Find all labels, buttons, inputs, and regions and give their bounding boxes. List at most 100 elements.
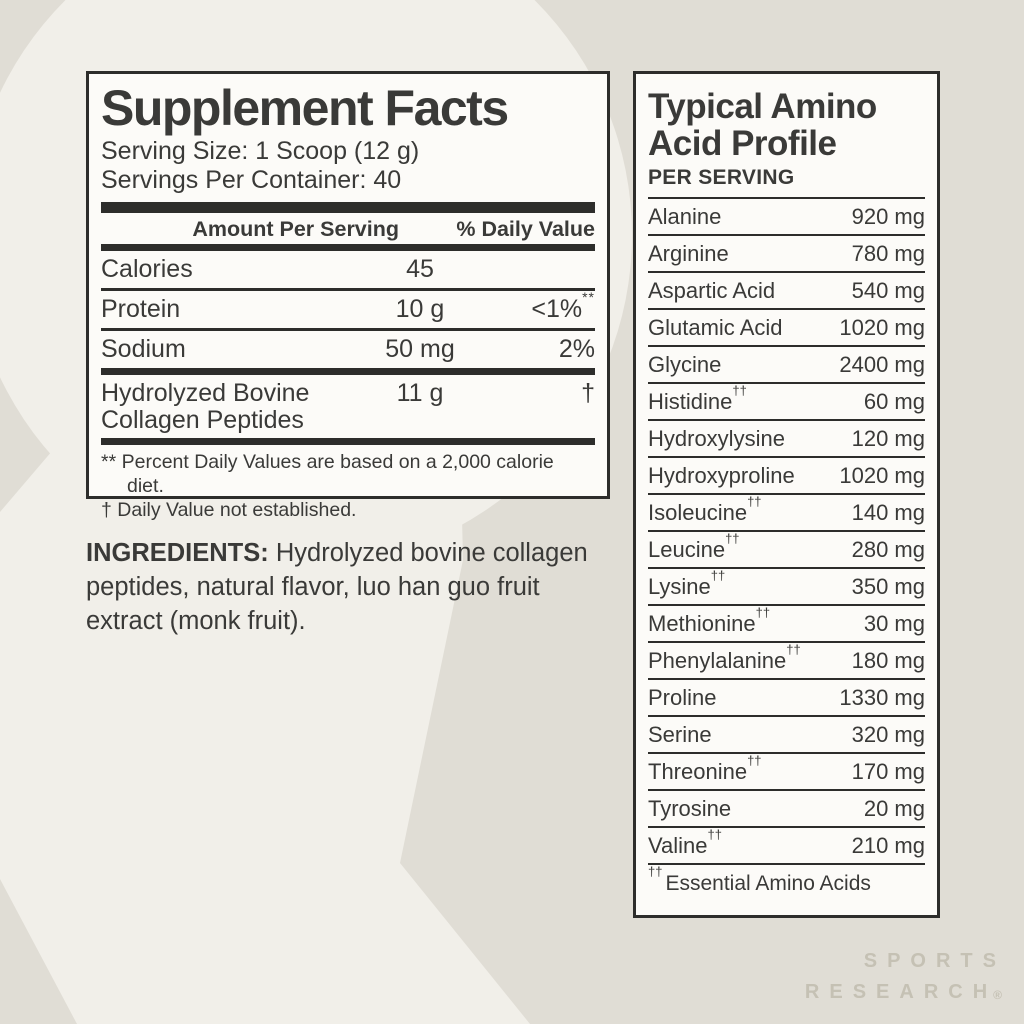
- amino-acid-name: Serine: [648, 721, 712, 748]
- amino-acid-name: Leucine††: [648, 532, 740, 563]
- amino-acid-name-text: Glycine: [648, 352, 722, 377]
- footnote-dv-not-established: † Daily Value not established.: [101, 499, 357, 521]
- registered-trademark-symbol: ®: [993, 988, 1002, 1002]
- amino-acid-name-text: Aspartic Acid: [648, 278, 776, 303]
- amino-acid-name-text: Arginine: [648, 241, 729, 266]
- amino-acid-name-text: Phenylalanine: [648, 648, 787, 673]
- amino-acid-row: Proline 1330 mg: [648, 680, 925, 717]
- thick-rule: [101, 202, 595, 213]
- supplement-facts-title: Supplement Facts: [101, 80, 509, 136]
- amino-acid-name: Glutamic Acid: [648, 314, 783, 341]
- amino-acid-row: Tyrosine 20 mg: [648, 791, 925, 828]
- amino-acid-row: Isoleucine†† 140 mg: [648, 495, 925, 532]
- brand-line-research: RESEARCH®: [805, 977, 1006, 1010]
- amino-acid-name: Histidine††: [648, 384, 747, 415]
- nutrient-amount: 11 g: [396, 379, 444, 407]
- essential-marker: ††: [755, 604, 771, 620]
- essential-amino-footnote-text: Essential Amino Acids: [665, 872, 871, 895]
- amino-acid-amount: 1020 mg: [839, 315, 925, 340]
- amino-acid-amount: 30 mg: [863, 611, 925, 636]
- thin-rule: [101, 328, 595, 331]
- footnote-daily-values: ** Percent Daily Values are based on a 2…: [101, 451, 554, 497]
- amino-acid-amount: 320 mg: [851, 722, 925, 747]
- amino-acid-name: Hydroxyproline: [648, 462, 795, 489]
- essential-marker: ††: [732, 382, 747, 398]
- amino-acid-amount: 120 mg: [851, 426, 925, 451]
- essential-marker: ††: [747, 493, 762, 509]
- servings-per-container-line: Servings Per Container: 40: [101, 166, 402, 194]
- amino-acid-name-text: Glutamic Acid: [648, 315, 783, 340]
- amino-acid-row: Leucine†† 280 mg: [648, 532, 925, 569]
- amino-acid-name: Alanine: [648, 203, 721, 230]
- nutrient-name: Sodium: [101, 335, 186, 363]
- amino-acid-name-text: Valine: [648, 833, 708, 858]
- amino-acid-amount: 180 mg: [851, 648, 925, 673]
- facts-row-sodium: Sodium 50 mg 2%: [101, 331, 595, 368]
- amino-acid-row: Aspartic Acid 540 mg: [648, 273, 925, 310]
- thin-rule: [101, 288, 595, 291]
- amino-acid-name: Arginine: [648, 240, 729, 267]
- amino-acid-row: Methionine†† 30 mg: [648, 606, 925, 643]
- amino-acid-name-text: Isoleucine: [648, 500, 748, 525]
- amino-acid-name-text: Methionine: [648, 611, 756, 636]
- amino-acid-table: Alanine 920 mg Arginine 780 mg Aspartic …: [648, 199, 925, 865]
- amino-acid-row: Serine 320 mg: [648, 717, 925, 754]
- amino-acid-row: Alanine 920 mg: [648, 199, 925, 236]
- daily-value-text: <1%: [531, 295, 583, 323]
- amino-acid-amount: 210 mg: [851, 833, 925, 858]
- medium-rule: [101, 244, 595, 251]
- essential-marker: ††: [747, 752, 762, 768]
- per-serving-subtitle: PER SERVING: [648, 166, 925, 199]
- amino-acid-name-text: Alanine: [648, 204, 722, 229]
- ingredients-paragraph: INGREDIENTS: Hydrolyzed bovine collagen …: [86, 536, 608, 638]
- daily-value-header: % Daily Value: [456, 217, 595, 241]
- ingredients-label: INGREDIENTS:: [86, 538, 269, 567]
- amino-acid-name-text: Tyrosine: [648, 796, 732, 821]
- amino-acid-amount: 60 mg: [863, 389, 925, 414]
- amino-acid-row: Histidine†† 60 mg: [648, 384, 925, 421]
- ingredients-text: Hydrolyzed bovine collagen peptides, nat…: [86, 538, 588, 635]
- essential-marker: ††: [707, 826, 722, 842]
- amino-acid-name: Threonine††: [648, 754, 762, 785]
- amino-acid-amount: 20 mg: [863, 796, 925, 821]
- essential-marker: ††: [725, 530, 740, 546]
- serving-size-line: Serving Size: 1 Scoop (12 g): [101, 137, 420, 165]
- amino-acid-amount: 1020 mg: [839, 463, 925, 488]
- amino-acid-row: Lysine†† 350 mg: [648, 569, 925, 606]
- amount-per-serving-header: Amount Per Serving: [192, 217, 400, 241]
- amino-acid-profile-panel: Typical Amino Acid Profile PER SERVING A…: [633, 71, 940, 918]
- amino-acid-amount: 140 mg: [851, 500, 925, 525]
- essential-amino-footnote: ††Essential Amino Acids: [648, 865, 925, 903]
- nutrient-amount: 10 g: [395, 295, 445, 323]
- amino-acid-amount: 540 mg: [851, 278, 925, 303]
- footnote-marker: **: [582, 288, 595, 305]
- medium-rule: [101, 368, 595, 375]
- amino-acid-amount: 280 mg: [851, 537, 925, 562]
- amino-acid-name: Isoleucine††: [648, 495, 762, 526]
- amino-acid-name-text: Threonine: [648, 759, 748, 784]
- nutrient-daily-value: <1%**: [495, 290, 595, 324]
- nutrient-amount: 50 mg: [385, 335, 455, 363]
- amino-acid-amount: 920 mg: [851, 204, 925, 229]
- amino-acid-name-text: Proline: [648, 685, 717, 710]
- amino-acid-name: Glycine: [648, 351, 721, 378]
- amino-acid-name-text: Lysine: [648, 574, 711, 599]
- facts-footnotes: ** Percent Daily Values are based on a 2…: [101, 445, 595, 522]
- essential-marker: ††: [786, 641, 801, 657]
- amino-acid-row: Glutamic Acid 1020 mg: [648, 310, 925, 347]
- nutrient-daily-value: †: [581, 379, 595, 407]
- amino-acid-row: Threonine†† 170 mg: [648, 754, 925, 791]
- brand-line-sports: SPORTS: [863, 950, 1006, 972]
- facts-row-protein: Protein 10 g <1%**: [101, 290, 595, 328]
- dagger-marker: ††: [648, 864, 663, 879]
- facts-header-row: Amount Per Serving % Daily Value: [101, 213, 595, 244]
- amino-acid-name-text: Serine: [648, 722, 712, 747]
- amino-acid-name: Methionine††: [648, 606, 770, 637]
- amino-acid-row: Arginine 780 mg: [648, 236, 925, 273]
- amino-acid-row: Valine†† 210 mg: [648, 828, 925, 865]
- amino-acid-name: Aspartic Acid: [648, 277, 775, 304]
- amino-acid-amount: 170 mg: [851, 759, 925, 784]
- facts-row-collagen: Hydrolyzed Bovine Collagen Peptides 11 g…: [101, 375, 595, 438]
- amino-acid-name-text: Histidine: [648, 389, 733, 414]
